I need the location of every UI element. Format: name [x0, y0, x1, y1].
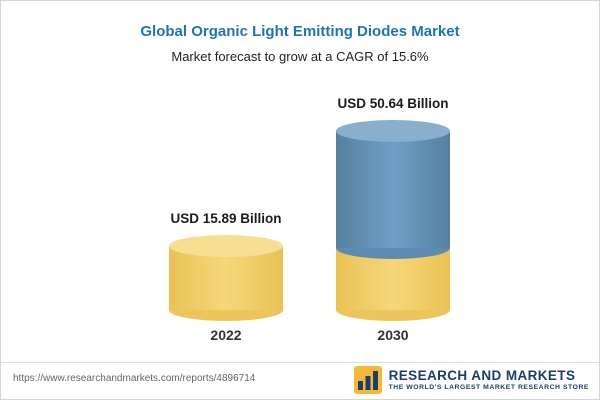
footer-divider	[1, 362, 599, 363]
brand-tagline: THE WORLD'S LARGEST MARKET RESEARCH STOR…	[388, 384, 589, 391]
report-url[interactable]: https://www.researchandmarkets.com/repor…	[13, 373, 256, 384]
cylinder-bar-2022	[169, 235, 283, 321]
value-label-2030: USD 50.64 Billion	[337, 96, 449, 111]
brand-logo[interactable]: RESEARCH AND MARKETS THE WORLD'S LARGEST…	[353, 366, 589, 394]
chart-subtitle: Market forecast to grow at a CAGR of 15.…	[171, 49, 429, 64]
bar-group-2030: USD 50.64 Billion	[336, 94, 450, 343]
category-label-2022: 2022	[210, 327, 242, 343]
bar-group-2022: USD 15.89 Billion 2022	[169, 209, 283, 343]
brand-logo-text: RESEARCH AND MARKETS THE WORLD'S LARGEST…	[389, 368, 589, 392]
brand-logo-icon	[353, 366, 382, 394]
brand-name: RESEARCH AND MARKETS	[388, 368, 576, 383]
value-label-2022: USD 15.89 Billion	[170, 211, 282, 226]
chart-title: Global Organic Light Emitting Diodes Mar…	[140, 23, 460, 40]
cylinder-bar-2030	[336, 120, 450, 321]
category-label-2030: 2030	[377, 327, 409, 343]
